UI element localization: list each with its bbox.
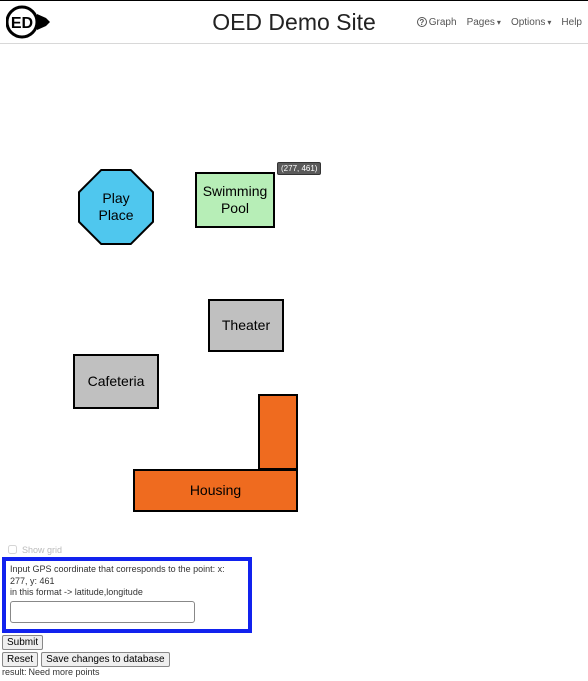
shape-label: Play Place bbox=[98, 190, 133, 224]
logo[interactable]: ED bbox=[6, 4, 60, 40]
show-grid-label: Show grid bbox=[22, 545, 62, 555]
shape-label: Housing bbox=[190, 482, 241, 499]
gps-input[interactable] bbox=[10, 601, 195, 623]
logo-text: ED bbox=[11, 15, 33, 32]
reset-button[interactable]: Reset bbox=[2, 652, 38, 667]
submit-button[interactable]: Submit bbox=[2, 635, 43, 650]
form-area: Show grid Input GPS coordinate that corr… bbox=[0, 540, 588, 681]
shape-housing-tower[interactable] bbox=[258, 394, 298, 470]
page-title: OED Demo Site bbox=[212, 9, 376, 36]
shape-play-place[interactable]: Play Place bbox=[80, 171, 152, 243]
nav-help-label: Help bbox=[561, 17, 582, 28]
nav-graph-label: Graph bbox=[429, 17, 457, 28]
nav: ? Graph Pages▾ Options▾ Help bbox=[417, 17, 582, 28]
shape-housing-main[interactable]: Housing bbox=[133, 469, 298, 512]
result-label: result: bbox=[2, 667, 27, 677]
result-value: Need more points bbox=[29, 667, 100, 677]
gps-prompt-box: Input GPS coordinate that corresponds to… bbox=[2, 557, 252, 633]
nav-options[interactable]: Options▾ bbox=[511, 17, 551, 28]
nav-graph[interactable]: ? Graph bbox=[417, 17, 457, 28]
shape-swimming-pool[interactable]: Swimming Pool bbox=[195, 172, 275, 228]
shape-cafeteria[interactable]: Cafeteria bbox=[73, 354, 159, 409]
gps-prompt-line2: in this format -> latitude,longitude bbox=[10, 587, 244, 598]
nav-help[interactable]: Help bbox=[561, 17, 582, 28]
save-button[interactable]: Save changes to database bbox=[41, 652, 169, 667]
shape-label: Swimming Pool bbox=[203, 183, 268, 217]
coord-tooltip: (277, 461) bbox=[277, 162, 321, 175]
header-bar: ED OED Demo Site ? Graph Pages▾ Options▾… bbox=[0, 0, 588, 44]
shape-label: Theater bbox=[222, 317, 270, 334]
nav-pages-label: Pages bbox=[467, 17, 495, 28]
nav-options-label: Options bbox=[511, 17, 545, 28]
shape-label: Cafeteria bbox=[88, 373, 145, 390]
map-canvas[interactable]: Housing Play Place Swimming Pool Theater Caf… bbox=[0, 44, 588, 564]
show-grid-checkbox[interactable] bbox=[8, 545, 17, 554]
nav-pages[interactable]: Pages▾ bbox=[467, 17, 501, 28]
show-grid-row: Show grid bbox=[2, 540, 586, 557]
question-icon: ? bbox=[417, 17, 427, 27]
chevron-down-icon: ▾ bbox=[497, 18, 501, 27]
gps-prompt-line1: Input GPS coordinate that corresponds to… bbox=[10, 564, 244, 587]
chevron-down-icon: ▾ bbox=[547, 18, 551, 27]
shape-theater[interactable]: Theater bbox=[208, 299, 284, 352]
